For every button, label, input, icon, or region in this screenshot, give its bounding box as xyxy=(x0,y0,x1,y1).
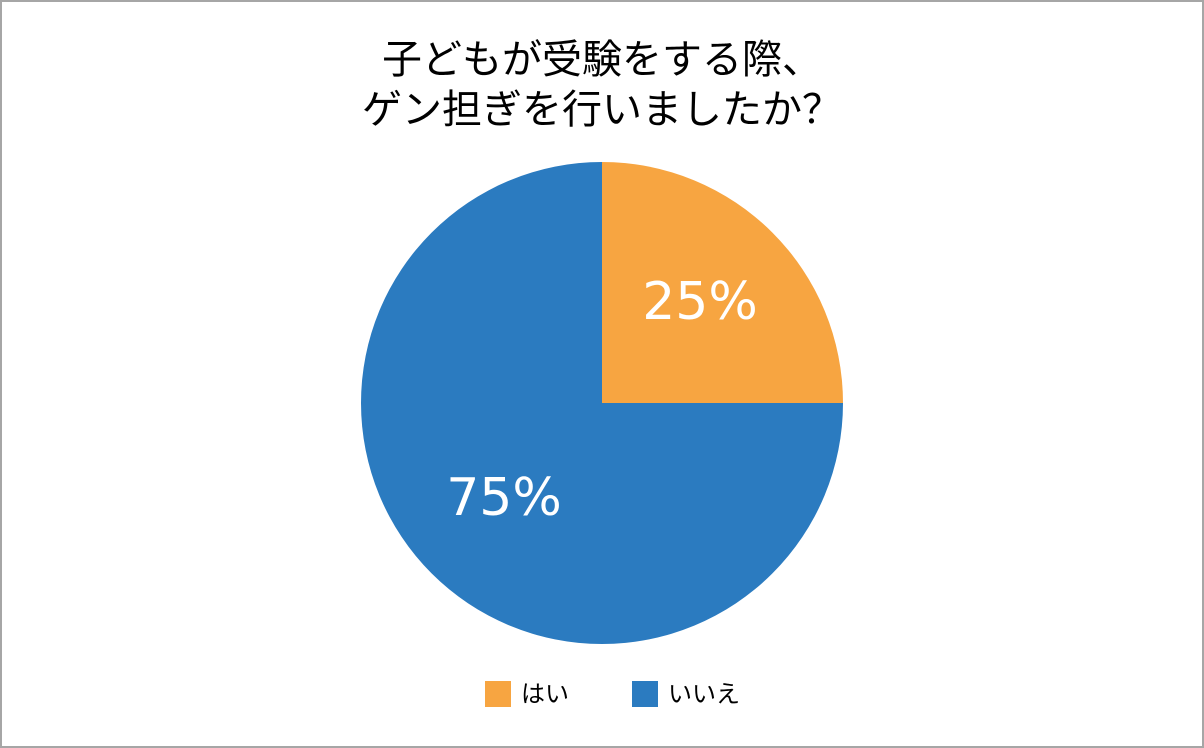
data-label: 25% xyxy=(642,272,758,332)
pie-slice xyxy=(361,162,843,644)
legend-label: はい xyxy=(521,680,569,708)
chart-title: 子どもが受験をする際、 xyxy=(382,37,822,83)
pie-slice xyxy=(602,162,843,403)
chart-title: ゲン担ぎを行いましたか？ xyxy=(362,87,842,133)
legend-swatch xyxy=(632,681,658,707)
legend-swatch xyxy=(485,681,511,707)
legend-label: いいえ xyxy=(668,680,740,708)
data-label: 75% xyxy=(446,468,562,528)
